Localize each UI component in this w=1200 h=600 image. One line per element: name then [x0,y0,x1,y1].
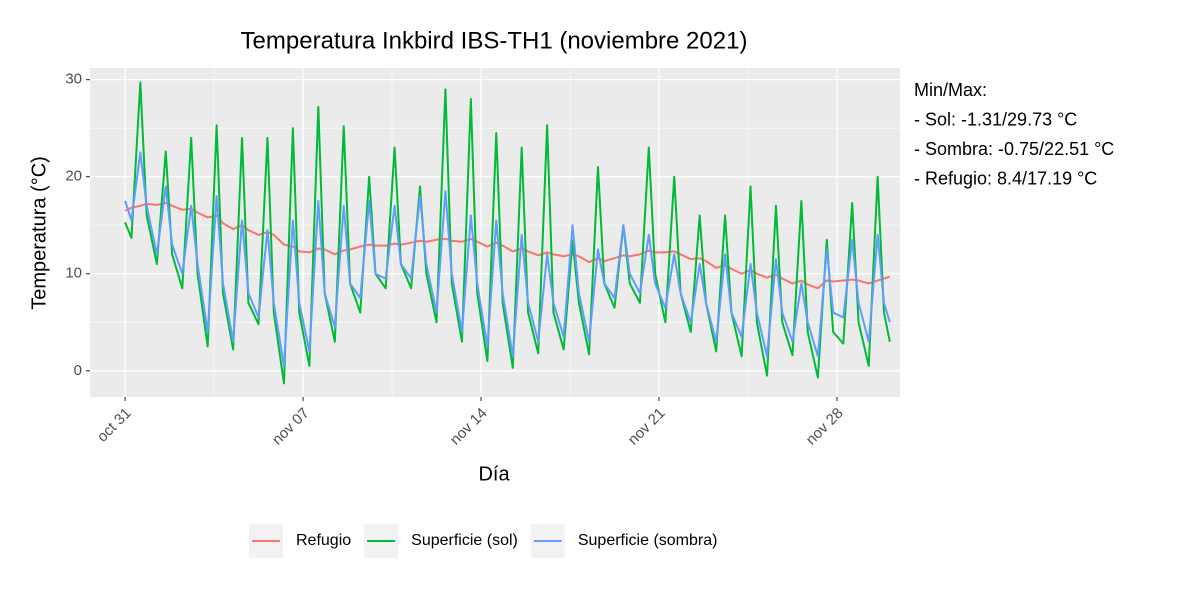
annotation: - Sombra: -0.75/22.51 °C [914,139,1114,159]
series-line [124,151,891,367]
series-line [124,201,891,290]
annotation: Min/Max: [914,80,987,100]
y-axis-label: Temperatura (°C) [28,156,50,310]
y-tick-label: 30 [65,71,82,88]
y-tick-label: 10 [65,265,82,282]
legend-item: Refugio [249,524,351,558]
chart-title: Temperatura Inkbird IBS-TH1 (noviembre 2… [241,27,748,54]
y-tick-label: 0 [74,362,82,379]
legend-label: Superficie (sol) [411,532,518,549]
x-axis-label: Día [478,463,510,485]
series-line [124,81,891,385]
legend-item: Superficie (sombra) [530,524,718,558]
annotation: - Refugio: 8.4/17.19 °C [914,168,1097,188]
annotation: - Sol: -1.31/29.73 °C [914,109,1077,129]
legend-label: Refugio [296,532,351,549]
legend-label: Superficie (sombra) [578,532,718,549]
y-tick-label: 20 [65,168,82,185]
legend-item: Superficie (sol) [364,524,518,558]
